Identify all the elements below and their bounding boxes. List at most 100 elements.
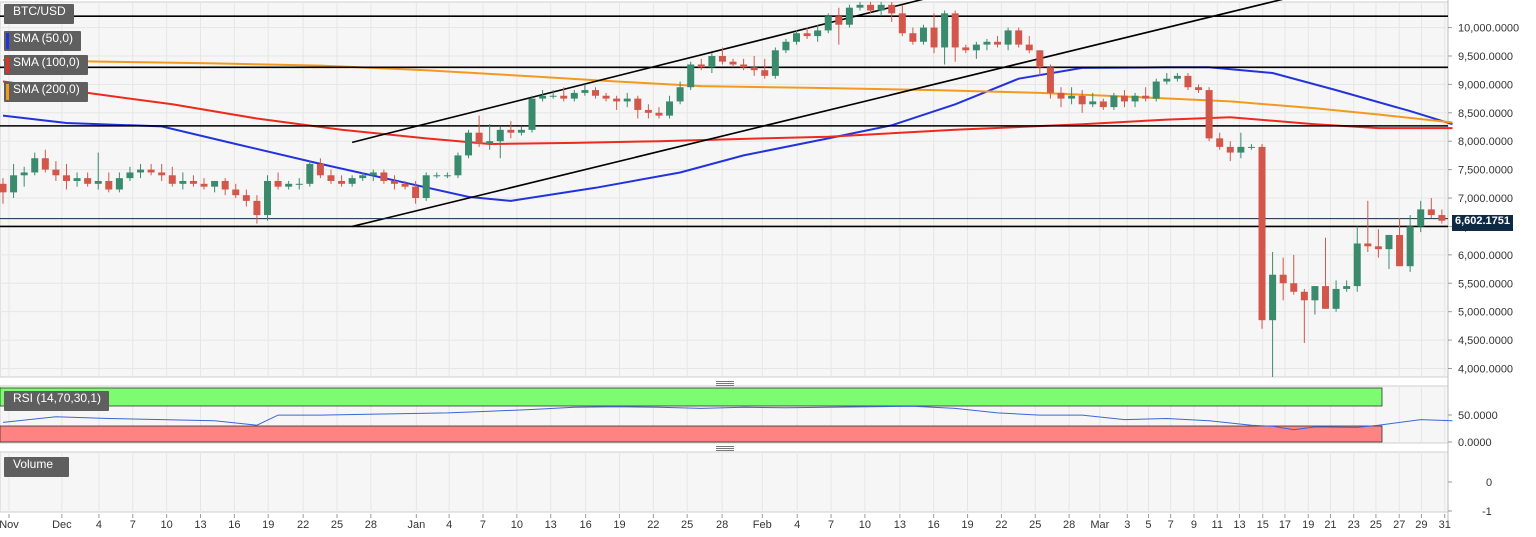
candle-body [581,90,589,93]
candle-body [909,33,917,42]
sma200-legend[interactable]: SMA (200,0) [4,82,88,102]
x-tick-label: Nov [0,519,19,531]
candle [369,169,377,181]
volume-y-tick-label: 0 [1486,477,1492,489]
candle [793,30,800,45]
candle-body [782,41,790,51]
candle-body [1089,101,1097,105]
candle [1417,200,1425,233]
candle [0,178,7,204]
candle-body [443,175,451,177]
candle-body [390,180,398,184]
candle-body [242,195,250,201]
candle-body [1427,209,1435,216]
candle-body [687,64,695,88]
candle [1290,254,1298,295]
candle-body [507,129,515,133]
candle-body [655,112,663,116]
candle [1036,50,1044,76]
candle [623,92,631,108]
candle [10,163,18,199]
candle-body [1290,283,1298,292]
candle-body [62,175,70,181]
x-tick-label: 16 [228,519,240,531]
candle-body [528,98,536,130]
candle-body [105,180,113,190]
candle [1046,64,1054,99]
candle-body [422,175,430,199]
candle [634,95,642,119]
candle [1247,144,1255,150]
candle-body [888,4,896,14]
sma50-swatch [6,33,9,49]
candle-body [168,175,176,184]
sma100-swatch [6,57,9,73]
candle [41,149,49,173]
x-tick-label: 31 [1439,519,1451,531]
candle [803,27,811,39]
candle-body [972,44,980,51]
y-tick-label: 4,500.0000 [1458,335,1513,347]
candle [1068,87,1076,105]
candle [306,161,314,187]
y-tick-label: 7,000.0000 [1458,193,1513,205]
candle [1427,198,1435,218]
x-tick-label: 4 [96,519,102,531]
x-tick-label: 7 [828,519,834,531]
rsi-y-tick-label: 50.0000 [1458,410,1498,422]
volume-y-tick-label: -1 [1482,506,1492,518]
candle-body [1004,30,1012,45]
volume-label: Volume [4,457,69,477]
candle [1015,27,1023,48]
candle-body [1247,146,1255,148]
x-tick-label: Jan [407,519,425,531]
candle [168,166,176,187]
candle-body [126,172,134,179]
candle-body [962,47,970,51]
candle-body [475,132,483,145]
candle-body [1258,146,1266,321]
candle [729,58,737,68]
x-tick-label: 25 [1029,519,1041,531]
candle [1110,92,1118,110]
sma100-legend[interactable]: SMA (100,0) [4,55,88,75]
x-tick-label: 16 [928,519,940,531]
candle [941,10,949,65]
candle [644,104,652,119]
candle-body [570,92,578,99]
candle-body [1226,146,1234,153]
candle-body [1343,286,1351,289]
candle [856,2,864,11]
candle [845,4,853,28]
candle [422,172,430,201]
candle-body [549,95,557,97]
candle [338,175,346,187]
candle [1142,87,1150,102]
candle [1353,226,1361,292]
candle [1226,141,1234,162]
candle [390,175,398,190]
candle-body [94,180,102,184]
x-tick-label: 10 [511,519,523,531]
candle [475,115,483,147]
candle [898,4,906,37]
candle [380,169,388,184]
candle [179,172,187,190]
pane-resize-handle-volume[interactable] [716,445,734,451]
candle-body [1036,50,1044,68]
x-tick-label: 19 [1302,519,1314,531]
candle-body [1025,44,1033,51]
candle [94,152,102,190]
pane-resize-handle-rsi[interactable] [716,380,734,386]
candle [147,163,155,176]
x-tick-label: 25 [1370,519,1382,531]
sma50-legend-label: SMA (50,0) [13,31,74,45]
candle-body [380,172,388,181]
candle-body [52,169,60,176]
candle [253,195,261,224]
sma50-legend[interactable]: SMA (50,0) [4,31,82,51]
y-tick-label: 5,000.0000 [1458,307,1513,319]
x-tick-label: 10 [859,519,871,531]
